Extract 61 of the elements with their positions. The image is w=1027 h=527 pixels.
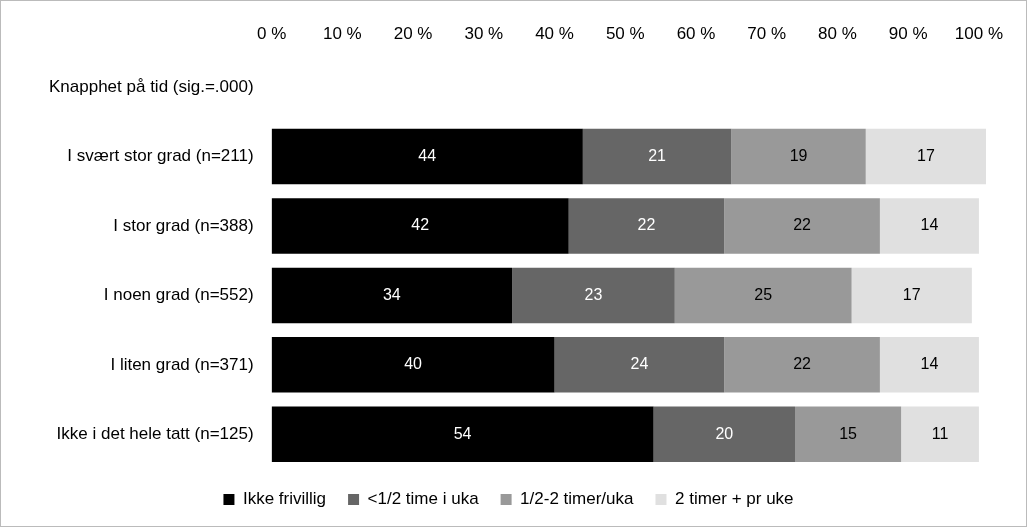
data-label: 17 [902, 285, 921, 303]
bar [271, 267, 513, 324]
x-tick-label: 0 % [256, 23, 287, 43]
bar [865, 128, 986, 185]
bar [674, 267, 852, 324]
bar [724, 337, 880, 393]
x-tick-label: 60 % [676, 23, 716, 43]
data-label: 22 [793, 216, 812, 234]
y-tick-label: I liten grad (n=371) [110, 354, 254, 374]
data-label: 14 [920, 355, 939, 373]
x-tick-label: 50 % [605, 23, 645, 43]
data-label: 15 [839, 424, 858, 442]
data-label: 14 [920, 216, 939, 234]
bar [851, 267, 972, 324]
x-tick-label: 90 % [888, 23, 928, 43]
x-tick-label: 20 % [393, 23, 433, 43]
x-tick-label: 40 % [535, 23, 574, 43]
bar [582, 128, 732, 185]
data-label: 24 [630, 355, 649, 373]
bar [724, 198, 880, 254]
bar [795, 406, 902, 463]
data-label: 19 [789, 146, 808, 164]
data-label: 44 [418, 146, 437, 164]
x-tick-label: 80 % [818, 23, 857, 43]
bar [271, 337, 555, 393]
data-label: 23 [584, 285, 603, 303]
bar [879, 337, 979, 393]
x-tick-label: 30 % [464, 23, 504, 43]
y-tick-label: I noen grad (n=552) [103, 285, 254, 305]
data-label: 54 [453, 424, 472, 442]
bar [879, 198, 979, 254]
legend-label: <1/2 time i uka [367, 489, 480, 509]
bar [554, 337, 725, 393]
y-tick-label: I stor grad (n=388) [113, 215, 254, 235]
data-label: 42 [411, 216, 430, 234]
legend-label: 2 timer + pr uke [674, 489, 794, 509]
x-tick-label: 10 % [322, 23, 362, 43]
x-tick-label: 70 % [747, 23, 787, 43]
bar [901, 406, 979, 463]
bar [271, 406, 654, 463]
data-label: 22 [793, 355, 812, 373]
bar [568, 198, 725, 254]
legend-label: 1/2-2 timer/uka [520, 489, 635, 509]
bar [512, 267, 675, 324]
bar [271, 128, 583, 185]
data-label: 20 [715, 424, 734, 442]
x-tick-label: 100 % [954, 23, 1004, 43]
legend-label: Ikke frivillig [242, 489, 327, 509]
y-tick-label: Ikke i det hele tatt (n=125) [56, 423, 254, 443]
data-label: 11 [931, 424, 949, 442]
data-label: 25 [754, 285, 773, 303]
data-label: 40 [404, 355, 423, 373]
bar [271, 198, 569, 254]
y-tick-label: I svært stor grad (n=211) [67, 146, 254, 166]
data-label: 17 [916, 146, 935, 164]
data-label: 34 [382, 285, 401, 303]
bar [731, 128, 866, 185]
data-label: 22 [637, 216, 656, 234]
bar [653, 406, 796, 463]
data-label: 21 [648, 146, 667, 164]
y-tick-label: Knapphet på tid (sig.=.000) [48, 76, 254, 96]
